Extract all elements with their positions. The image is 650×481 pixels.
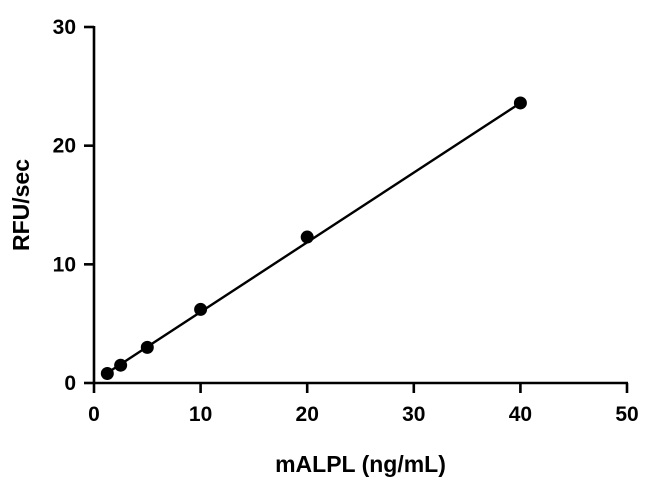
- y-ticks: 0 10 20 30: [53, 16, 94, 395]
- x-tick-label: 0: [88, 403, 100, 426]
- x-tick-label: 20: [296, 403, 319, 426]
- y-tick-label: 10: [53, 253, 76, 276]
- data-point: [513, 96, 527, 110]
- y-tick-label: 30: [53, 16, 76, 39]
- x-tick-label: 40: [509, 403, 532, 426]
- data-point: [114, 358, 128, 372]
- x-tick-label: 10: [189, 403, 212, 426]
- fit-line: [106, 101, 522, 374]
- data-point: [300, 230, 314, 244]
- data-points: [100, 96, 527, 381]
- fit-line-group: [106, 101, 522, 374]
- x-axis-title: mALPL (ng/mL): [275, 451, 446, 477]
- data-point: [194, 302, 208, 316]
- data-point: [100, 367, 114, 381]
- data-point: [140, 340, 154, 354]
- x-tick-label: 50: [615, 403, 638, 426]
- y-axis-title: RFU/sec: [8, 159, 34, 251]
- y-tick-label: 0: [64, 372, 76, 395]
- x-tick-label: 30: [402, 403, 425, 426]
- axes: [92, 26, 628, 385]
- x-ticks: 0 10 20 30 40 50: [88, 383, 639, 426]
- y-tick-label: 20: [53, 135, 76, 158]
